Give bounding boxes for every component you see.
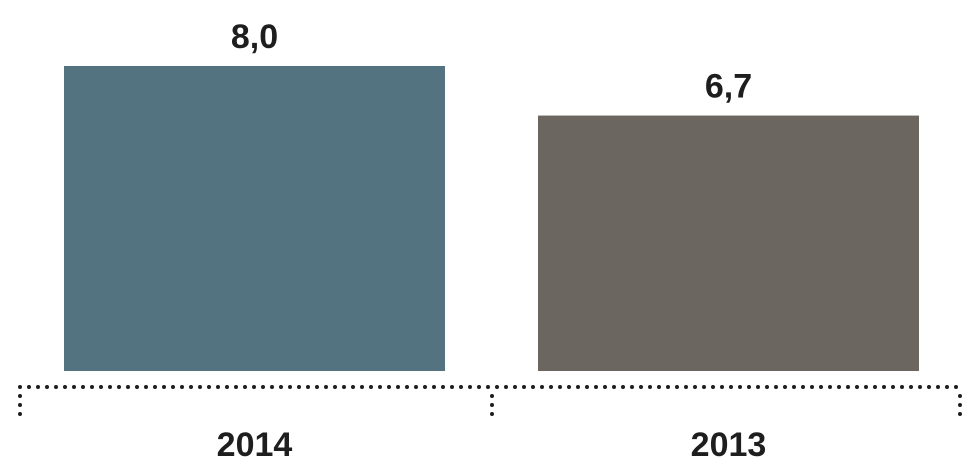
bar-2014 <box>64 66 445 371</box>
value-label-2013: 6,7 <box>705 68 752 106</box>
category-label-2014: 2014 <box>217 426 293 463</box>
bar-2013 <box>538 115 919 371</box>
category-labels-group: 2014 2013 <box>217 426 767 463</box>
category-axis <box>18 385 962 425</box>
value-labels-group: 8,0 6,7 <box>231 18 752 106</box>
category-label-2013: 2013 <box>691 426 767 463</box>
bars-group <box>64 66 919 371</box>
value-label-2014: 8,0 <box>231 18 278 56</box>
